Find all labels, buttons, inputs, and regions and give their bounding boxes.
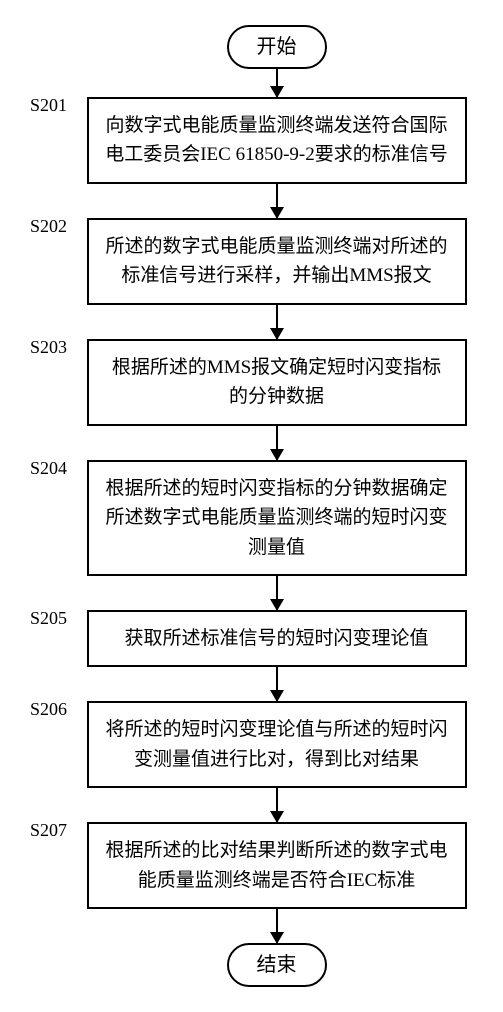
flow-arrow (276, 426, 278, 460)
flow-arrow (276, 909, 278, 943)
step-row-s203: S203 根据所述的MMS报文确定短时闪变指标的分钟数据 (20, 339, 483, 426)
step-row-s205: S205 获取所述标准信号的短时闪变理论值 (20, 610, 483, 667)
start-terminal: 开始 (227, 25, 327, 69)
flow-arrow (276, 69, 278, 97)
step-label: S201 (30, 95, 67, 116)
process-box: 根据所述的MMS报文确定短时闪变指标的分钟数据 (87, 339, 467, 426)
step-row-s206: S206 将所述的短时闪变理论值与所述的短时闪变测量值进行比对，得到比对结果 (20, 701, 483, 788)
process-box: 所述的数字式电能质量监测终端对所述的标准信号进行采样，并输出MMS报文 (87, 218, 467, 305)
flow-arrow (276, 184, 278, 218)
step-row-s202: S202 所述的数字式电能质量监测终端对所述的标准信号进行采样，并输出MMS报文 (20, 218, 483, 305)
flow-arrow (276, 667, 278, 701)
step-row-s201: S201 向数字式电能质量监测终端发送符合国际电工委员会IEC 61850-9-… (20, 97, 483, 184)
end-terminal: 结束 (227, 943, 327, 987)
step-label: S202 (30, 216, 67, 237)
process-box: 将所述的短时闪变理论值与所述的短时闪变测量值进行比对，得到比对结果 (87, 701, 467, 788)
flowchart-container: 开始 S201 向数字式电能质量监测终端发送符合国际电工委员会IEC 61850… (20, 25, 483, 987)
step-label: S205 (30, 608, 67, 629)
flow-arrow (276, 305, 278, 339)
step-label: S204 (30, 458, 67, 479)
step-label: S203 (30, 337, 67, 358)
process-box: 获取所述标准信号的短时闪变理论值 (87, 610, 467, 667)
process-box: 根据所述的比对结果判断所述的数字式电能质量监测终端是否符合IEC标准 (87, 822, 467, 909)
flow-arrow (276, 576, 278, 610)
flow-arrow (276, 788, 278, 822)
step-row-s204: S204 根据所述的短时闪变指标的分钟数据确定所述数字式电能质量监测终端的短时闪… (20, 460, 483, 576)
step-label: S207 (30, 820, 67, 841)
step-label: S206 (30, 699, 67, 720)
process-box: 根据所述的短时闪变指标的分钟数据确定所述数字式电能质量监测终端的短时闪变测量值 (87, 460, 467, 576)
process-box: 向数字式电能质量监测终端发送符合国际电工委员会IEC 61850-9-2要求的标… (87, 97, 467, 184)
step-row-s207: S207 根据所述的比对结果判断所述的数字式电能质量监测终端是否符合IEC标准 (20, 822, 483, 909)
start-terminal-wrap: 开始 (227, 25, 327, 69)
end-terminal-wrap: 结束 (227, 943, 327, 987)
